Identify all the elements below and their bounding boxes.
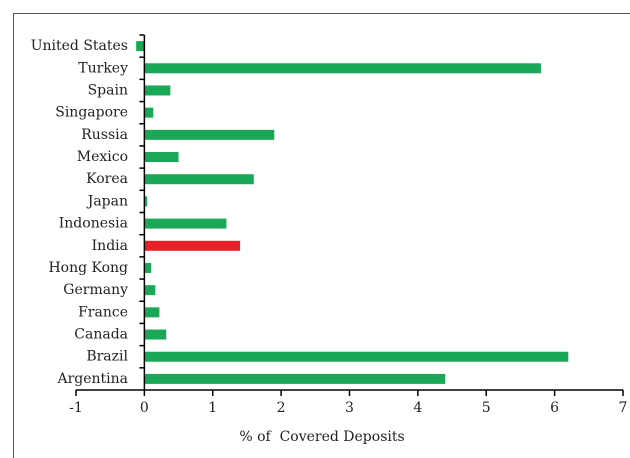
y-tick-label: Canada	[74, 327, 128, 343]
x-tick-label: 7	[619, 400, 628, 416]
y-tick-label: France	[78, 304, 128, 320]
bar	[144, 152, 179, 163]
y-tick-label: Turkey	[78, 60, 128, 76]
y-tick-label: Japan	[86, 193, 128, 209]
y-tick-label: Mexico	[77, 149, 128, 165]
x-tick-label: -1	[69, 400, 83, 416]
bar	[144, 107, 154, 118]
x-tick-label: 1	[208, 400, 217, 416]
x-tick-label: 5	[482, 400, 491, 416]
bar	[144, 285, 156, 296]
y-tick-label: Spain	[88, 82, 128, 98]
y-tick-label: Argentina	[56, 371, 128, 387]
bar	[144, 373, 446, 384]
y-tick-label: Hong Kong	[48, 260, 128, 276]
y-tick-label: United States	[31, 38, 128, 54]
bar	[144, 196, 148, 207]
bar	[144, 63, 541, 74]
y-tick-label: Singapore	[55, 105, 128, 121]
x-tick-label: 0	[140, 400, 149, 416]
y-tick-label: Russia	[81, 127, 128, 143]
bar	[144, 307, 160, 318]
bar	[144, 351, 569, 362]
x-axis-label: % of Covered Deposits	[239, 429, 404, 445]
bar	[144, 329, 167, 340]
x-tick-label: 3	[345, 400, 354, 416]
bar	[144, 129, 275, 140]
y-tick-label: India	[92, 238, 128, 254]
bar	[144, 262, 152, 273]
bar	[136, 41, 145, 52]
bar	[144, 174, 254, 185]
bar	[144, 240, 241, 251]
x-tick-label: 4	[413, 400, 422, 416]
y-tick-label: Korea	[86, 171, 128, 187]
bar	[144, 85, 171, 96]
y-tick-label: Brazil	[86, 349, 128, 365]
frame	[13, 13, 630, 458]
y-tick-label: Indonesia	[59, 216, 128, 232]
bar	[144, 218, 227, 229]
x-tick-label: 2	[277, 400, 286, 416]
y-tick-label: Germany	[63, 282, 128, 298]
x-tick-label: 6	[550, 400, 559, 416]
